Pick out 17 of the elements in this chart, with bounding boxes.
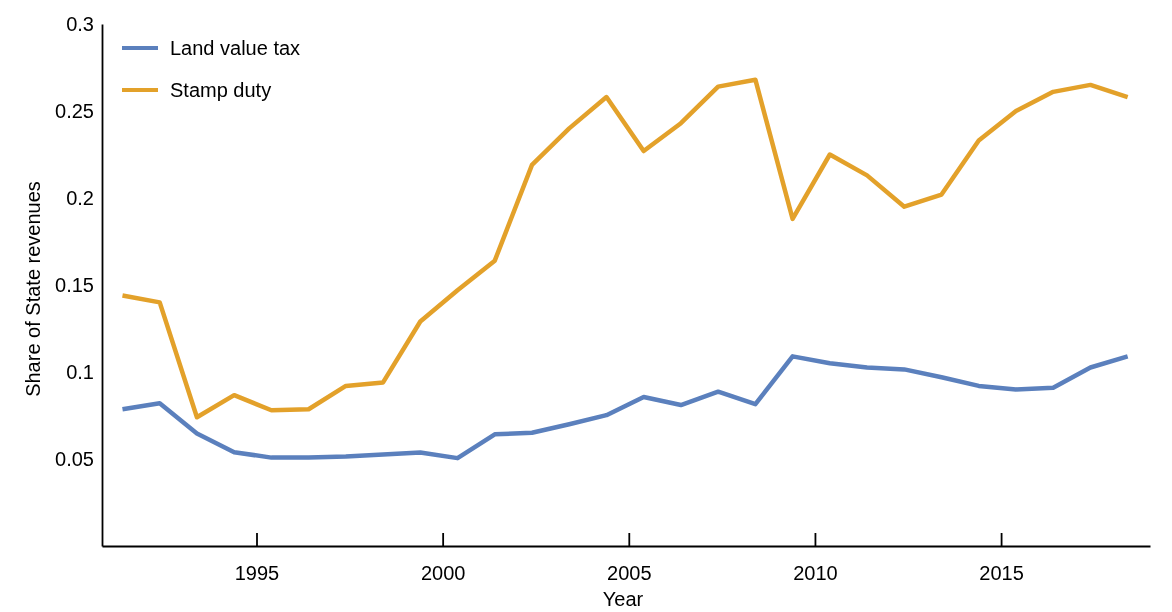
y-axis-title: Share of State revenues [22,181,44,397]
y-tick-label: 0.3 [66,12,94,35]
y-tick-label: 0.1 [66,360,94,383]
x-tick-label: 2000 [420,562,466,585]
y-tick-label: 0.05 [55,447,94,470]
line-series [120,77,1130,420]
x-tick-label: 2005 [607,562,652,585]
legend-label: Land value tax [170,37,301,59]
y-tick-label: 0.15 [55,273,94,296]
x-tick-label: 2010 [793,562,838,585]
x-tick-label: 1995 [234,562,280,585]
y-tick-label: 0.2 [66,186,94,209]
line-series [120,354,1130,461]
x-tick-label: 2015 [979,562,1024,585]
y-tick-label: 0.25 [55,99,94,122]
x-axis-title: Year [602,588,644,610]
legend-label: Stamp duty [170,79,272,101]
